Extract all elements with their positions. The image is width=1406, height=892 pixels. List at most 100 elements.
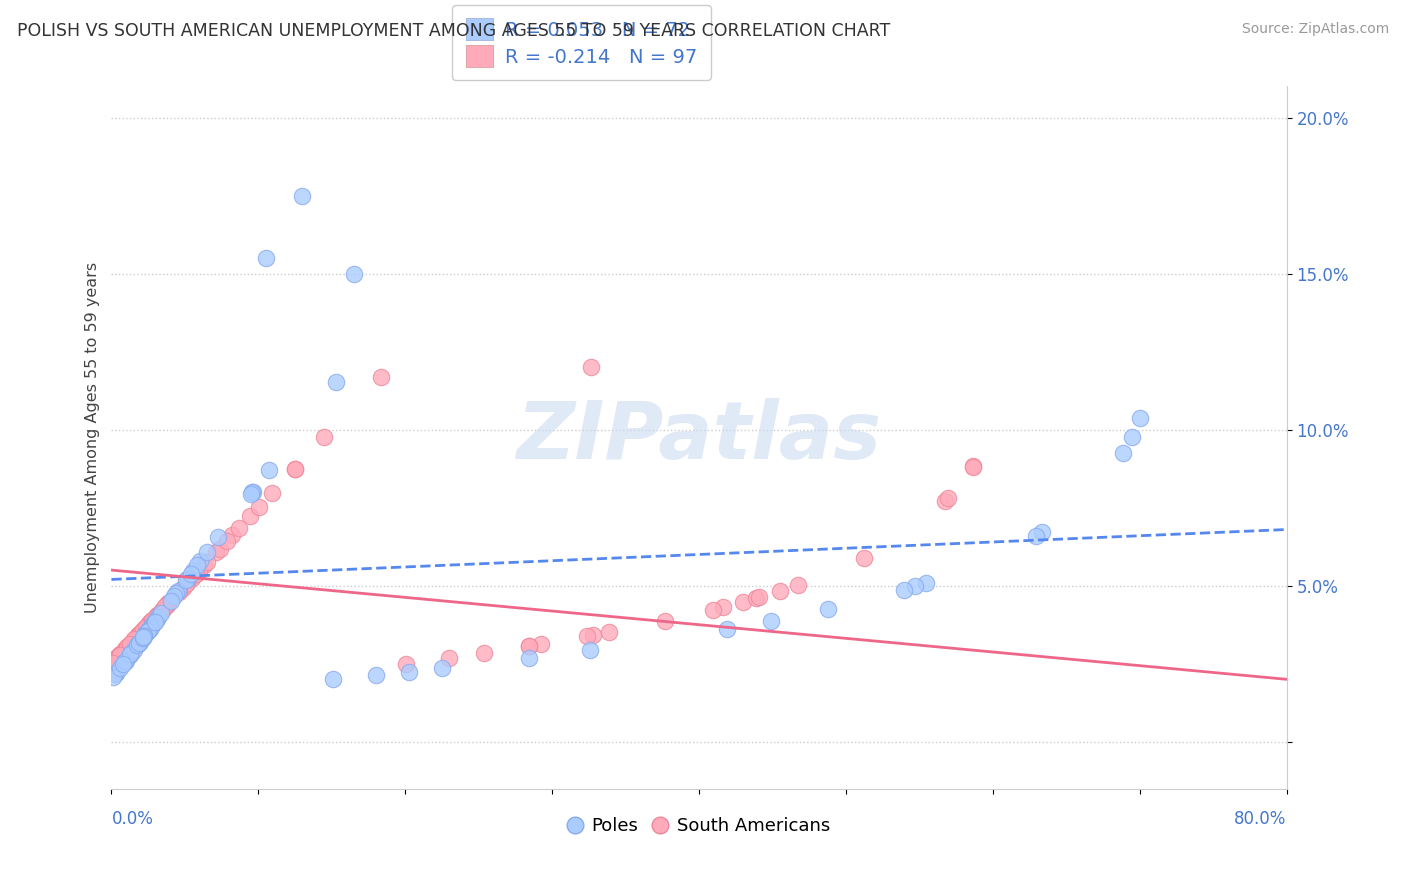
Point bbox=[141, 614, 163, 628]
Point bbox=[125, 638, 148, 652]
Point bbox=[103, 655, 125, 669]
Point bbox=[157, 597, 180, 611]
Point bbox=[748, 590, 770, 604]
Point bbox=[128, 636, 150, 650]
Point bbox=[254, 251, 277, 265]
Point bbox=[914, 575, 936, 590]
Point bbox=[111, 645, 134, 659]
Point bbox=[104, 652, 127, 666]
Point bbox=[167, 583, 190, 598]
Point bbox=[190, 554, 212, 568]
Point bbox=[472, 646, 495, 660]
Point bbox=[938, 491, 960, 505]
Point bbox=[257, 463, 280, 477]
Point bbox=[118, 637, 141, 651]
Point bbox=[228, 521, 250, 535]
Point bbox=[132, 631, 155, 645]
Point bbox=[519, 639, 541, 653]
Point bbox=[141, 618, 163, 632]
Point bbox=[115, 641, 138, 656]
Point bbox=[962, 458, 984, 473]
Point bbox=[193, 558, 215, 572]
Point bbox=[139, 620, 162, 634]
Point bbox=[145, 608, 167, 623]
Point bbox=[711, 600, 734, 615]
Point bbox=[716, 623, 738, 637]
Point bbox=[134, 627, 156, 641]
Point bbox=[104, 652, 127, 666]
Point bbox=[117, 640, 139, 654]
Point bbox=[208, 541, 231, 556]
Point bbox=[134, 621, 156, 635]
Point bbox=[366, 668, 388, 682]
Point bbox=[122, 643, 145, 657]
Point bbox=[205, 545, 228, 559]
Point bbox=[430, 661, 453, 675]
Point bbox=[101, 670, 124, 684]
Point bbox=[817, 602, 839, 616]
Point bbox=[165, 586, 187, 600]
Point bbox=[1031, 525, 1053, 540]
Point bbox=[1025, 528, 1047, 542]
Text: POLISH VS SOUTH AMERICAN UNEMPLOYMENT AMONG AGES 55 TO 59 YEARS CORRELATION CHAR: POLISH VS SOUTH AMERICAN UNEMPLOYMENT AM… bbox=[17, 22, 890, 40]
Point bbox=[104, 653, 127, 667]
Point bbox=[184, 566, 207, 581]
Point bbox=[745, 591, 768, 605]
Text: Source: ZipAtlas.com: Source: ZipAtlas.com bbox=[1241, 22, 1389, 37]
Point bbox=[769, 583, 792, 598]
Point bbox=[759, 615, 782, 629]
Point bbox=[124, 632, 146, 647]
Point bbox=[172, 581, 194, 595]
Point bbox=[221, 528, 243, 542]
Point bbox=[157, 596, 180, 610]
Point bbox=[322, 672, 344, 686]
Point bbox=[581, 628, 603, 642]
Point bbox=[314, 430, 336, 444]
Point bbox=[132, 623, 155, 637]
Point bbox=[138, 616, 160, 631]
Point bbox=[108, 648, 131, 662]
Point bbox=[141, 614, 163, 628]
Point bbox=[141, 618, 163, 632]
Point bbox=[159, 594, 181, 608]
Point bbox=[146, 612, 169, 626]
Point bbox=[343, 267, 366, 281]
Point bbox=[114, 655, 136, 669]
Point bbox=[118, 648, 141, 662]
Point bbox=[136, 618, 159, 632]
Point bbox=[114, 654, 136, 668]
Point bbox=[1112, 446, 1135, 460]
Point bbox=[132, 630, 155, 644]
Point bbox=[904, 579, 927, 593]
Point bbox=[181, 564, 204, 578]
Point bbox=[152, 601, 174, 615]
Point bbox=[654, 614, 676, 628]
Point bbox=[132, 631, 155, 645]
Point bbox=[150, 606, 173, 620]
Point bbox=[176, 572, 198, 586]
Text: 80.0%: 80.0% bbox=[1234, 810, 1286, 829]
Point bbox=[187, 564, 209, 578]
Point bbox=[284, 461, 307, 475]
Point bbox=[240, 485, 263, 500]
Point bbox=[176, 577, 198, 591]
Point bbox=[150, 603, 173, 617]
Point bbox=[598, 625, 620, 640]
Point bbox=[517, 639, 540, 653]
Text: ZIPatlas: ZIPatlas bbox=[516, 399, 882, 476]
Point bbox=[103, 654, 125, 668]
Point bbox=[148, 607, 170, 621]
Point bbox=[127, 629, 149, 643]
Point bbox=[186, 558, 208, 573]
Point bbox=[579, 643, 602, 657]
Point bbox=[242, 484, 264, 499]
Point bbox=[122, 632, 145, 647]
Point bbox=[117, 640, 139, 654]
Point bbox=[135, 620, 157, 634]
Point bbox=[702, 603, 724, 617]
Point bbox=[579, 360, 602, 375]
Point bbox=[325, 375, 347, 389]
Point bbox=[180, 566, 202, 581]
Point bbox=[893, 582, 915, 597]
Point bbox=[127, 628, 149, 642]
